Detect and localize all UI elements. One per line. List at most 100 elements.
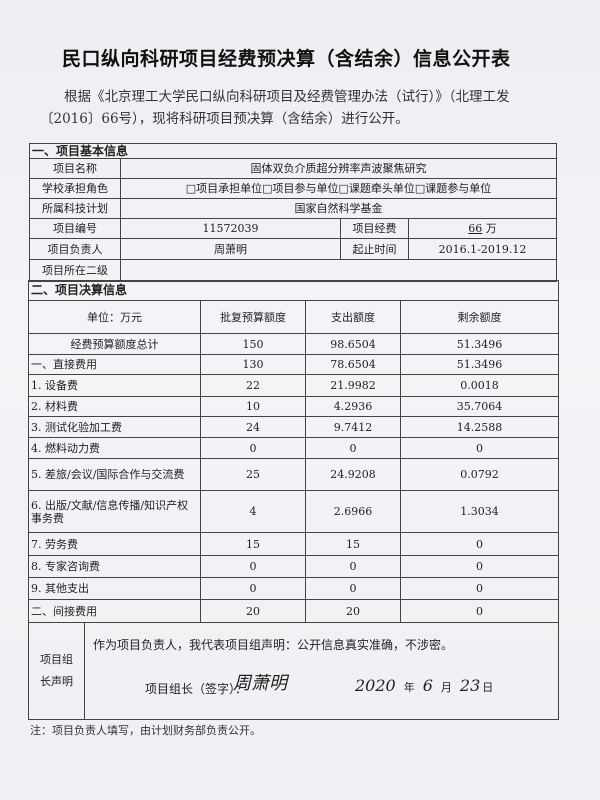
budget-row: 4. 燃料动力费 0 0 0 (28, 437, 560, 459)
basic-info-table: 一、项目基本信息 项目名称 固体双负介质超分辨率声波聚焦研究 学校承担角色 □项目承… (28, 143, 558, 282)
declaration-text: 作为项目负责人，我代表项目组声明：公开信息真实准确，不涉密。 (93, 638, 454, 652)
spent-amount: 24.9208 (305, 458, 401, 491)
spent-amount: 98.6504 (305, 333, 401, 355)
item-name: 6. 出版/文献/信息传播/知识产权事务费 (28, 490, 201, 533)
spent-amount: 15 (305, 532, 401, 556)
declaration-row: 项目组长声明 作为项目负责人，我代表项目组声明：公开信息真实准确，不涉密。 项目… (27, 622, 560, 720)
approved-amount: 22 (200, 374, 306, 397)
year-unit: 年 (403, 681, 415, 694)
remaining-amount: 0.0792 (399, 458, 560, 491)
spent-amount: 78.6504 (305, 354, 401, 375)
budget-row: 9. 其他支出 0 0 0 (28, 577, 560, 600)
budget-row: 一、直接费用 130 78.6504 51.3496 (28, 354, 560, 375)
remaining-amount: 0 (399, 599, 560, 623)
month-unit: 月 (440, 681, 452, 694)
spent-amount: 21.9982 (305, 374, 401, 397)
project-number: 11572039 (120, 218, 341, 239)
project-name: 固体双负介质超分辨率声波聚焦研究 (119, 158, 558, 179)
remaining-amount: 14.2588 (399, 416, 560, 438)
budget-row: 5. 差旅/会议/国际合作与交流费 25 24.9208 0.0792 (28, 458, 560, 491)
item-name: 8. 专家咨询费 (28, 555, 201, 578)
remaining-amount: 35.7064 (399, 396, 560, 417)
label: 项目编号 (29, 218, 121, 239)
funding-amount: 66 (468, 222, 483, 235)
declaration-label: 项目组长声明 (29, 623, 85, 719)
section-basic-info: 一、项目基本信息 (28, 143, 558, 159)
spent-amount: 4.2936 (305, 396, 401, 417)
approved-amount: 0 (200, 437, 306, 459)
budget-table: 二、项目决算信息 单位：万元 批复预算额度 支出额度 剩余额度 经费预算额度总计… (27, 280, 560, 720)
approved-amount: 0 (200, 555, 306, 578)
item-name: 7. 劳务费 (28, 532, 201, 556)
project-period: 2016.1-2019.12 (407, 238, 558, 260)
intro-paragraph: 根据《北京理工大学民口纵向科研项目及经费管理办法（试行）》（北理工发〔2016〕… (40, 89, 510, 127)
budget-row: 2. 材料费 10 4.2936 35.7064 (28, 396, 560, 417)
remaining-amount: 0 (399, 577, 560, 600)
remaining-amount: 0.0018 (399, 374, 560, 397)
approved-amount: 10 (200, 396, 306, 417)
footnote: 注：项目负责人填写，由计划财务部负责公开。 (30, 724, 261, 737)
spent-amount: 0 (305, 577, 401, 600)
day-unit: 日 (482, 681, 494, 694)
page-title: 民口纵向科研项目经费预决算（含结余）信息公开表 (62, 48, 511, 70)
budget-row: 1. 设备费 22 21.9982 0.0018 (28, 374, 560, 397)
spent-amount: 20 (305, 599, 401, 623)
item-name: 4. 燃料动力费 (28, 437, 201, 459)
label: 项目所在二级 (29, 259, 121, 282)
approved-amount: 20 (200, 599, 306, 623)
item-name: 二、间接费用 (28, 599, 201, 623)
year: 2020 (355, 676, 396, 695)
plan-value: 国家自然科学基金 (119, 198, 558, 219)
sign-label: 项目组长（签字）： (145, 682, 248, 696)
header-unit: 单位：万元 (28, 300, 201, 334)
label: 学校承担角色 (29, 178, 121, 199)
budget-row: 7. 劳务费 15 15 0 (28, 532, 560, 556)
approved-amount: 4 (200, 490, 306, 533)
remaining-amount: 51.3496 (399, 333, 560, 355)
role-checkboxes: □项目承担单位□项目参与单位□课题牵头单位□课题参与单位 (119, 178, 558, 199)
project-funding: 66 万 (407, 218, 558, 239)
label: 起止时间 (340, 238, 409, 260)
budget-row: 6. 出版/文献/信息传播/知识产权事务费 4 2.6966 1.3034 (28, 490, 560, 533)
item-name: 经费预算额度总计 (28, 333, 201, 355)
label: 项目名称 (29, 158, 121, 179)
remaining-amount: 0 (399, 532, 560, 556)
item-name: 2. 材料费 (28, 396, 201, 417)
dept-value (119, 259, 558, 282)
item-name: 1. 设备费 (28, 374, 201, 397)
approved-amount: 25 (200, 458, 306, 491)
approved-amount: 15 (200, 532, 306, 556)
item-name: 一、直接费用 (28, 354, 201, 375)
remaining-amount: 0 (399, 555, 560, 578)
label: 项目经费 (340, 218, 409, 239)
project-leader: 周萧明 (120, 238, 341, 260)
budget-row: 二、间接费用 20 20 0 (28, 599, 560, 623)
spent-amount: 2.6966 (305, 490, 401, 533)
remaining-amount: 1.3034 (399, 490, 560, 533)
header-spent: 支出额度 (305, 300, 401, 334)
sign-date: 2020 年 6 月 23 日 (355, 676, 501, 695)
item-name: 9. 其他支出 (28, 577, 201, 600)
item-name: 3. 测试化验加工费 (28, 416, 201, 438)
item-name: 5. 差旅/会议/国际合作与交流费 (28, 458, 201, 491)
remaining-amount: 0 (399, 437, 560, 459)
approved-amount: 0 (200, 577, 306, 600)
header-remaining: 剩余额度 (399, 300, 560, 334)
spent-amount: 0 (305, 437, 401, 459)
budget-row: 3. 测试化验加工费 24 9.7412 14.2588 (28, 416, 560, 438)
budget-row: 经费预算额度总计 150 98.6504 51.3496 (28, 333, 560, 355)
section-budget-info: 二、项目决算信息 (27, 280, 560, 301)
handwritten-signature: 周萧明 (233, 673, 287, 694)
day: 23 (459, 676, 481, 695)
month: 6 (422, 676, 433, 695)
approved-amount: 24 (200, 416, 306, 438)
approved-amount: 130 (200, 354, 306, 375)
spent-amount: 0 (305, 555, 401, 578)
approved-amount: 150 (200, 333, 306, 355)
remaining-amount: 51.3496 (399, 354, 560, 375)
label: 项目负责人 (29, 238, 121, 260)
spent-amount: 9.7412 (305, 416, 401, 438)
header-approved: 批复预算额度 (200, 300, 306, 334)
label: 所属科技计划 (29, 198, 121, 219)
